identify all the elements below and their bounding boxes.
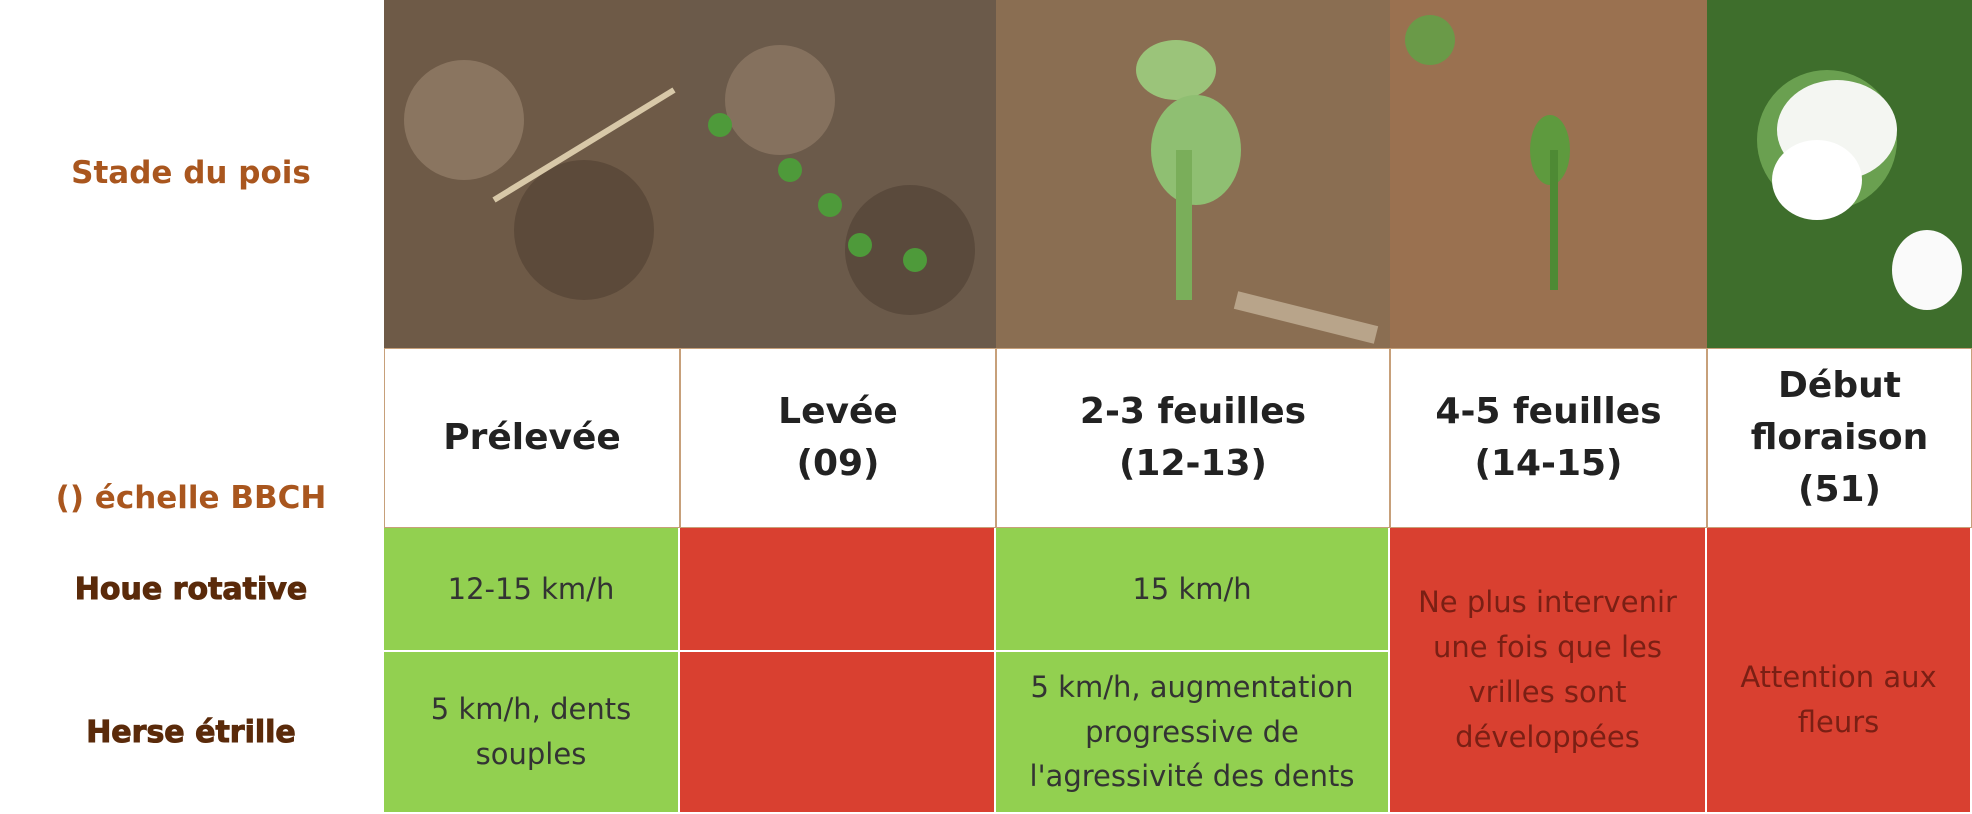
scale-label: () échelle BBCH xyxy=(0,348,384,528)
green-cell: 12-15 km/h xyxy=(384,528,680,652)
red-cell: Ne plus intervenir une fois que les vril… xyxy=(1390,528,1707,814)
photo xyxy=(996,0,1390,348)
red-cell: Attention aux fleurs xyxy=(1707,528,1972,814)
stage-header: Début floraison(51) xyxy=(1707,348,1972,528)
stage-header: Prélevée xyxy=(384,348,680,528)
photo xyxy=(1707,0,1972,348)
table: Stade du pois () échelle BBCH Prélevée L… xyxy=(0,0,1972,814)
stage-header: 4-5 feuilles(14-15) xyxy=(1390,348,1707,528)
red-cell xyxy=(680,528,996,652)
photo xyxy=(680,0,996,348)
photo xyxy=(1390,0,1707,348)
stage-name: 2-3 feuilles xyxy=(1080,386,1306,438)
stage-header: Levée(09) xyxy=(680,348,996,528)
tool-label: Herse étrille xyxy=(0,652,384,814)
photo xyxy=(384,0,680,348)
stage-bbch: (09) xyxy=(796,438,879,490)
tool-label: Houe rotative xyxy=(0,528,384,652)
red-cell xyxy=(680,652,996,814)
stage-name: Prélevée xyxy=(443,412,621,464)
green-cell: 15 km/h xyxy=(996,528,1390,652)
stage-name: Levée xyxy=(778,386,898,438)
stage-header: 2-3 feuilles(12-13) xyxy=(996,348,1390,528)
stage-bbch: (12-13) xyxy=(1119,438,1267,490)
stage-bbch: (14-15) xyxy=(1474,438,1622,490)
stage-name: Début floraison xyxy=(1738,360,1941,464)
stage-label: Stade du pois xyxy=(0,0,384,348)
stage-name: 4-5 feuilles xyxy=(1435,386,1661,438)
green-cell: 5 km/h, dents souples xyxy=(384,652,680,814)
stage-bbch: (51) xyxy=(1798,464,1881,516)
green-cell: 5 km/h, augmentation progressive de l'ag… xyxy=(996,652,1390,814)
